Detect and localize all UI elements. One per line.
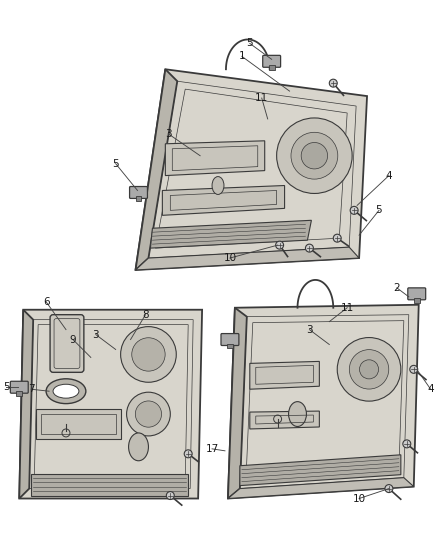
FancyBboxPatch shape (11, 381, 28, 393)
Circle shape (127, 392, 170, 436)
Circle shape (184, 450, 192, 458)
Bar (268, 65, 275, 70)
Text: 2: 2 (394, 283, 400, 293)
Circle shape (337, 337, 401, 401)
Text: 5: 5 (113, 159, 119, 168)
Polygon shape (135, 69, 367, 270)
Circle shape (360, 360, 378, 379)
Polygon shape (250, 361, 319, 389)
Polygon shape (150, 220, 311, 248)
Polygon shape (31, 474, 188, 496)
FancyBboxPatch shape (408, 288, 426, 300)
FancyBboxPatch shape (263, 55, 281, 67)
FancyBboxPatch shape (130, 187, 148, 198)
Polygon shape (165, 141, 265, 175)
Polygon shape (36, 409, 120, 439)
Ellipse shape (289, 402, 307, 426)
Text: 3: 3 (92, 329, 99, 340)
Circle shape (329, 79, 337, 87)
Ellipse shape (46, 379, 86, 403)
Circle shape (403, 440, 411, 448)
Circle shape (333, 234, 341, 242)
Text: 6: 6 (43, 297, 49, 307)
Circle shape (120, 327, 176, 382)
Circle shape (301, 142, 328, 169)
Ellipse shape (129, 433, 148, 461)
Polygon shape (250, 411, 319, 429)
Text: 11: 11 (255, 93, 268, 103)
Ellipse shape (212, 176, 224, 195)
Bar (414, 298, 420, 303)
Bar (135, 197, 141, 201)
Polygon shape (240, 455, 401, 486)
Text: 5: 5 (376, 205, 382, 215)
Bar (227, 343, 233, 349)
Text: 4: 4 (385, 171, 392, 181)
Circle shape (291, 132, 338, 179)
Text: 7: 7 (28, 384, 35, 394)
Circle shape (132, 338, 165, 371)
Polygon shape (19, 310, 202, 498)
Ellipse shape (53, 384, 79, 398)
Polygon shape (19, 310, 33, 498)
Circle shape (166, 491, 174, 499)
Bar (16, 391, 22, 396)
Polygon shape (228, 305, 419, 498)
Text: 5: 5 (3, 382, 10, 392)
Circle shape (410, 365, 418, 373)
Text: 8: 8 (142, 310, 149, 320)
Circle shape (305, 244, 314, 252)
Text: 3: 3 (306, 325, 313, 335)
Text: 10: 10 (223, 253, 237, 263)
Text: 4: 4 (427, 384, 434, 394)
FancyBboxPatch shape (50, 314, 84, 373)
Polygon shape (162, 185, 285, 215)
Polygon shape (135, 247, 359, 270)
Circle shape (135, 401, 162, 427)
Circle shape (350, 350, 389, 389)
Text: 11: 11 (341, 303, 354, 313)
Text: 3: 3 (165, 129, 172, 139)
Circle shape (350, 206, 358, 214)
Circle shape (276, 241, 283, 249)
Circle shape (277, 118, 352, 193)
Polygon shape (228, 478, 414, 498)
FancyBboxPatch shape (221, 334, 239, 345)
Polygon shape (135, 69, 177, 270)
Text: 10: 10 (353, 494, 366, 504)
Text: 9: 9 (70, 335, 76, 344)
Circle shape (385, 484, 393, 492)
Polygon shape (228, 308, 247, 498)
Text: 5: 5 (247, 38, 253, 49)
Text: 1: 1 (239, 51, 245, 61)
Text: 17: 17 (205, 444, 219, 454)
